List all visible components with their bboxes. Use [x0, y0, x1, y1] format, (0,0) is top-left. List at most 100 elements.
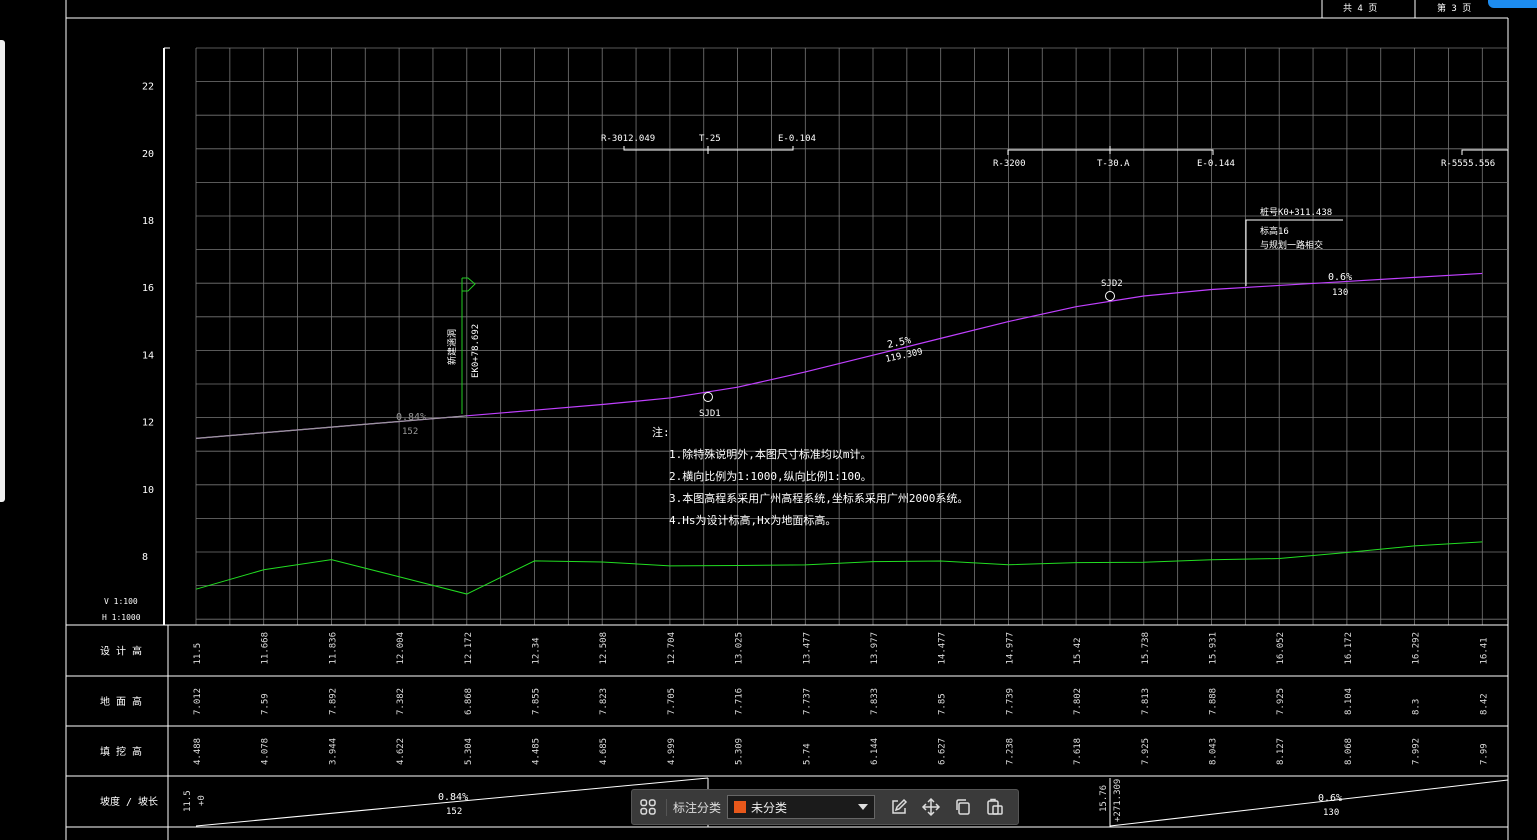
toolbar-label: 标注分类 — [666, 798, 727, 816]
category-select[interactable]: 未分类 — [727, 795, 876, 819]
table-cell: 5.74 — [802, 743, 812, 765]
structure-name-label: 新建涵洞 — [446, 329, 458, 365]
table-cell: 12.508 — [599, 632, 609, 665]
slope-diagonal — [1109, 779, 1509, 827]
ground-line — [195, 541, 1483, 595]
table-cell: 12.704 — [667, 632, 677, 665]
chevron-down-icon — [858, 804, 869, 810]
table-cell: 7.012 — [193, 688, 203, 715]
table-cell: 6.627 — [938, 738, 948, 765]
curve-e-label: E-0.144 — [1197, 159, 1235, 169]
notes-title: 注: — [652, 425, 670, 439]
table-cell: 7.716 — [735, 688, 745, 715]
table-cell: 8.043 — [1209, 738, 1219, 765]
elevation-tick-label: 14 — [142, 350, 154, 361]
table-cell: 7.59 — [261, 693, 271, 715]
table-cell: 7.888 — [1209, 688, 1219, 715]
structure-station-label: EK0+78.692 — [471, 324, 481, 378]
table-cell: 7.925 — [1141, 738, 1151, 765]
corner-button[interactable] — [1488, 0, 1537, 8]
elevation-tick-label: 10 — [142, 485, 154, 496]
table-cell: 16.172 — [1344, 632, 1354, 665]
elevation-tick-label: 20 — [142, 149, 154, 160]
table-cell: 7.238 — [1005, 738, 1015, 765]
edit-icon[interactable] — [883, 791, 915, 823]
profile-grid — [163, 47, 1508, 625]
note-line: 3.本图高程系采用广州高程系统,坐标系采用广州2000系统。 — [669, 491, 968, 505]
annotation-toolbar: 标注分类 未分类 — [631, 789, 1019, 825]
grid-apps-icon[interactable] — [632, 791, 664, 823]
page-current-label: 第 3 页 — [1437, 2, 1471, 14]
pvi-point — [1105, 291, 1115, 301]
table-cell: 8.3 — [1412, 699, 1422, 715]
table-cell: 12.34 — [532, 637, 542, 664]
table-cell: 16.292 — [1412, 632, 1422, 665]
table-cell: 12.172 — [464, 632, 474, 665]
elevation-tick-label: 8 — [142, 552, 148, 563]
slope-diagonal — [195, 777, 709, 827]
note-line: 2.横向比例为1:1000,纵向比例1:100。 — [669, 469, 872, 483]
slope-start-elev: 11.5 — [183, 790, 193, 812]
table-row-label: 坡度 / 坡长 — [100, 795, 158, 808]
table-cell: 14.977 — [1005, 632, 1015, 665]
elevation-axis: 22 20 18 16 14 12 10 8 V 1:100 H 1:1000 — [102, 82, 154, 622]
move-icon[interactable] — [915, 791, 947, 823]
pvi-point — [703, 392, 713, 402]
pvi-label: SJD1 — [699, 409, 721, 419]
elevation-tick-label: 22 — [142, 82, 154, 93]
table-cell: 5.309 — [735, 738, 745, 765]
table-cell: 8.104 — [1344, 688, 1354, 715]
drawing-frame: 共 4 页 第 3 页 — [65, 0, 1509, 840]
table-cell: 6.868 — [464, 688, 474, 715]
paste-icon[interactable] — [979, 791, 1011, 823]
curve-t-label: T-30.A — [1097, 159, 1130, 169]
table-cell: 13.977 — [870, 632, 880, 665]
grade-label: 0.84% — [396, 412, 426, 423]
copy-icon[interactable] — [947, 791, 979, 823]
curve-r-label: R-3200 — [993, 159, 1026, 169]
profile-lines — [195, 272, 1483, 595]
intersection-station-label: 桩号K0+311.438 — [1260, 206, 1332, 218]
note-line: 4.Hs为设计标高,Hx为地面标高。 — [669, 513, 836, 527]
table-cell: 6.144 — [870, 738, 880, 765]
table-cell: 7.925 — [1276, 688, 1286, 715]
left-panel-tab[interactable] — [0, 40, 5, 502]
slope-grade: 0.84% — [438, 792, 468, 803]
table-cell: 5.304 — [464, 738, 474, 765]
curve-e-label: E-0.104 — [778, 134, 816, 144]
table-cell: 7.382 — [396, 688, 406, 715]
curve-bracket — [1461, 149, 1508, 155]
elevation-tick-label: 12 — [142, 418, 154, 429]
table-cell: 16.41 — [1479, 637, 1489, 664]
note-line: 1.除特殊说明外,本图尺寸标准均以m计。 — [669, 447, 872, 461]
table-cell: 13.477 — [802, 632, 812, 665]
table-cell: 7.705 — [667, 688, 677, 715]
vertical-curve-annotations: R-3012.049 T-25 E-0.104 R-3200 T-30.A E-0.144… — [601, 134, 1508, 169]
table-cell: 7.737 — [802, 688, 812, 715]
table-cell: 11.5 — [193, 643, 203, 665]
grade-label: 0.6% — [1328, 272, 1352, 283]
table-cell: 7.992 — [1412, 738, 1422, 765]
table-row-label: 填 挖 高 — [100, 745, 142, 758]
grade-length-label: 152 — [402, 427, 418, 437]
table-cell: 4.078 — [261, 738, 271, 765]
table-cell: 7.85 — [938, 693, 948, 715]
slope-start-station: +0 — [197, 795, 207, 806]
table-cell: 4.999 — [667, 738, 677, 765]
existing-grade-line — [195, 415, 467, 439]
table-cell: 7.739 — [1005, 688, 1015, 715]
slope-mid-station: +271.309 — [1113, 779, 1123, 822]
table-cell: 7.99 — [1479, 743, 1489, 765]
table-cell: 14.477 — [938, 632, 948, 665]
drawing-notes: 注: 1.除特殊说明外,本图尺寸标准均以m计。 2.横向比例为1:1000,纵向比例… — [652, 425, 968, 527]
elevation-tick-label: 18 — [142, 216, 154, 227]
table-cell: 7.833 — [870, 688, 880, 715]
table-cell: 16.052 — [1276, 632, 1286, 665]
structure-flag-icon — [462, 277, 476, 292]
curve-r-label: R-5555.556 — [1441, 159, 1495, 169]
category-select-value: 未分类 — [751, 800, 788, 815]
table-cell: 11.836 — [328, 632, 338, 665]
curve-r-label: R-3012.049 — [601, 134, 655, 144]
table-cell: 7.823 — [599, 688, 609, 715]
